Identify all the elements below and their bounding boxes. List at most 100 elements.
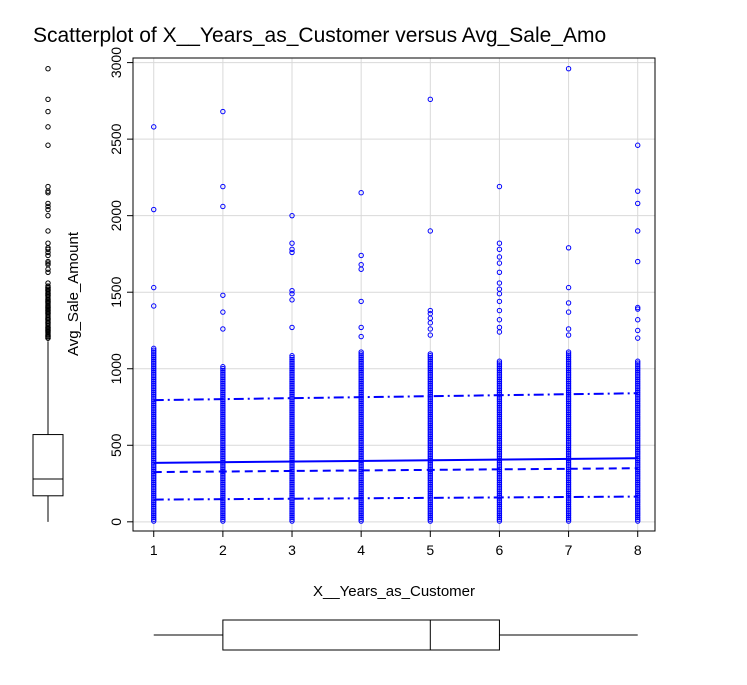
data-point [289, 485, 295, 491]
data-point [151, 206, 157, 213]
data-point [635, 395, 641, 401]
upper-band-line [153, 392, 638, 402]
data-point [220, 430, 226, 436]
data-point [220, 435, 226, 442]
data-point [358, 252, 364, 259]
data-point [635, 428, 641, 434]
x-marginal-boxplot [153, 619, 638, 651]
outlier-point [45, 252, 51, 259]
data-point [496, 317, 503, 323]
data-point [427, 96, 433, 103]
data-point [496, 400, 503, 407]
data-point [220, 479, 226, 486]
data-point [496, 376, 503, 383]
data-point [220, 406, 226, 412]
data-point [358, 380, 364, 386]
data-point [220, 485, 226, 491]
data-point [565, 402, 572, 409]
data-point [496, 358, 503, 364]
data-point [151, 430, 157, 436]
data-point [289, 481, 295, 488]
data-point [151, 380, 157, 386]
data-point [427, 432, 433, 438]
outlier-point [45, 228, 51, 234]
data-point [427, 498, 433, 504]
data-point [151, 477, 157, 484]
data-point [220, 183, 226, 190]
data-point [220, 432, 226, 438]
data-point [496, 509, 503, 515]
outlier-point [45, 283, 51, 289]
data-point [151, 439, 157, 445]
data-point [427, 371, 433, 377]
data-point [427, 387, 433, 394]
data-point [565, 488, 572, 495]
data-point [289, 384, 295, 390]
data-point [358, 426, 364, 432]
data-point [635, 188, 641, 194]
data-point [151, 402, 157, 409]
data-point [427, 511, 433, 517]
data-point [151, 384, 157, 390]
data-point [289, 454, 295, 460]
data-point [220, 433, 226, 440]
data-point [635, 470, 641, 476]
data-point [358, 375, 364, 381]
data-point [220, 326, 226, 332]
data-point [635, 380, 641, 386]
data-point [358, 419, 364, 425]
data-point [220, 389, 226, 396]
y-tick-label: 2000 [108, 200, 124, 231]
data-point [289, 408, 295, 414]
data-point [151, 505, 157, 511]
data-point [289, 443, 295, 449]
data-point [635, 443, 641, 449]
data-point [565, 358, 572, 364]
data-point [565, 353, 572, 359]
data-point [427, 380, 433, 386]
data-point [220, 454, 226, 460]
data-point [565, 371, 572, 377]
data-point [427, 389, 433, 396]
data-point [289, 487, 295, 493]
data-point [496, 516, 503, 522]
data-point [565, 422, 572, 429]
data-point [358, 444, 364, 451]
data-point [565, 435, 572, 442]
data-point [427, 441, 433, 447]
data-point [496, 432, 503, 438]
data-point [565, 406, 572, 412]
data-point [220, 395, 226, 401]
data-point [289, 514, 295, 521]
data-point [151, 426, 157, 432]
data-point [427, 452, 433, 458]
outlier-point [45, 269, 51, 276]
data-point [289, 474, 295, 480]
data-point [427, 435, 433, 442]
data-point [151, 422, 157, 429]
data-point [289, 488, 295, 495]
data-point [151, 516, 157, 522]
data-point [358, 362, 364, 368]
data-point [151, 351, 157, 357]
data-point [496, 260, 503, 266]
data-point [289, 411, 295, 418]
data-point [565, 487, 572, 493]
data-point [151, 452, 157, 458]
data-point [358, 433, 364, 440]
data-point [635, 200, 641, 207]
outlier-point [45, 183, 51, 190]
data-point [220, 371, 226, 377]
data-point [151, 424, 157, 431]
data-point [289, 509, 295, 515]
data-point [358, 358, 364, 364]
data-point [427, 307, 433, 314]
data-point [496, 443, 503, 449]
data-point [496, 505, 503, 511]
data-point [289, 477, 295, 484]
data-point [151, 443, 157, 449]
data-point [289, 444, 295, 451]
data-point [289, 393, 295, 399]
data-point [358, 452, 364, 458]
data-point [289, 511, 295, 517]
